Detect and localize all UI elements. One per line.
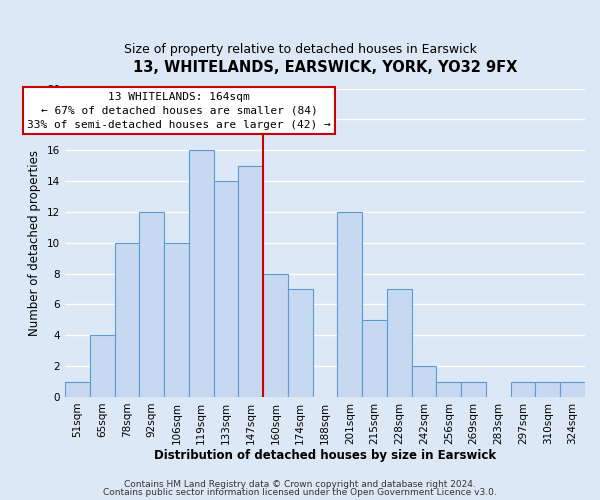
Bar <box>288 289 313 397</box>
Bar <box>535 382 560 397</box>
Bar <box>560 382 585 397</box>
Bar <box>436 382 461 397</box>
X-axis label: Distribution of detached houses by size in Earswick: Distribution of detached houses by size … <box>154 450 496 462</box>
Bar <box>362 320 387 397</box>
Text: Size of property relative to detached houses in Earswick: Size of property relative to detached ho… <box>124 42 476 56</box>
Text: Contains HM Land Registry data © Crown copyright and database right 2024.: Contains HM Land Registry data © Crown c… <box>124 480 476 489</box>
Y-axis label: Number of detached properties: Number of detached properties <box>28 150 41 336</box>
Bar <box>115 243 139 397</box>
Text: 13 WHITELANDS: 164sqm
← 67% of detached houses are smaller (84)
33% of semi-deta: 13 WHITELANDS: 164sqm ← 67% of detached … <box>27 92 331 130</box>
Bar <box>214 181 238 397</box>
Text: Contains public sector information licensed under the Open Government Licence v3: Contains public sector information licen… <box>103 488 497 497</box>
Bar <box>164 243 189 397</box>
Bar <box>337 212 362 397</box>
Bar <box>189 150 214 397</box>
Title: 13, WHITELANDS, EARSWICK, YORK, YO32 9FX: 13, WHITELANDS, EARSWICK, YORK, YO32 9FX <box>133 60 517 75</box>
Bar <box>461 382 486 397</box>
Bar <box>238 166 263 397</box>
Bar <box>90 336 115 397</box>
Bar <box>412 366 436 397</box>
Bar <box>65 382 90 397</box>
Bar <box>511 382 535 397</box>
Bar <box>139 212 164 397</box>
Bar <box>263 274 288 397</box>
Bar <box>387 289 412 397</box>
